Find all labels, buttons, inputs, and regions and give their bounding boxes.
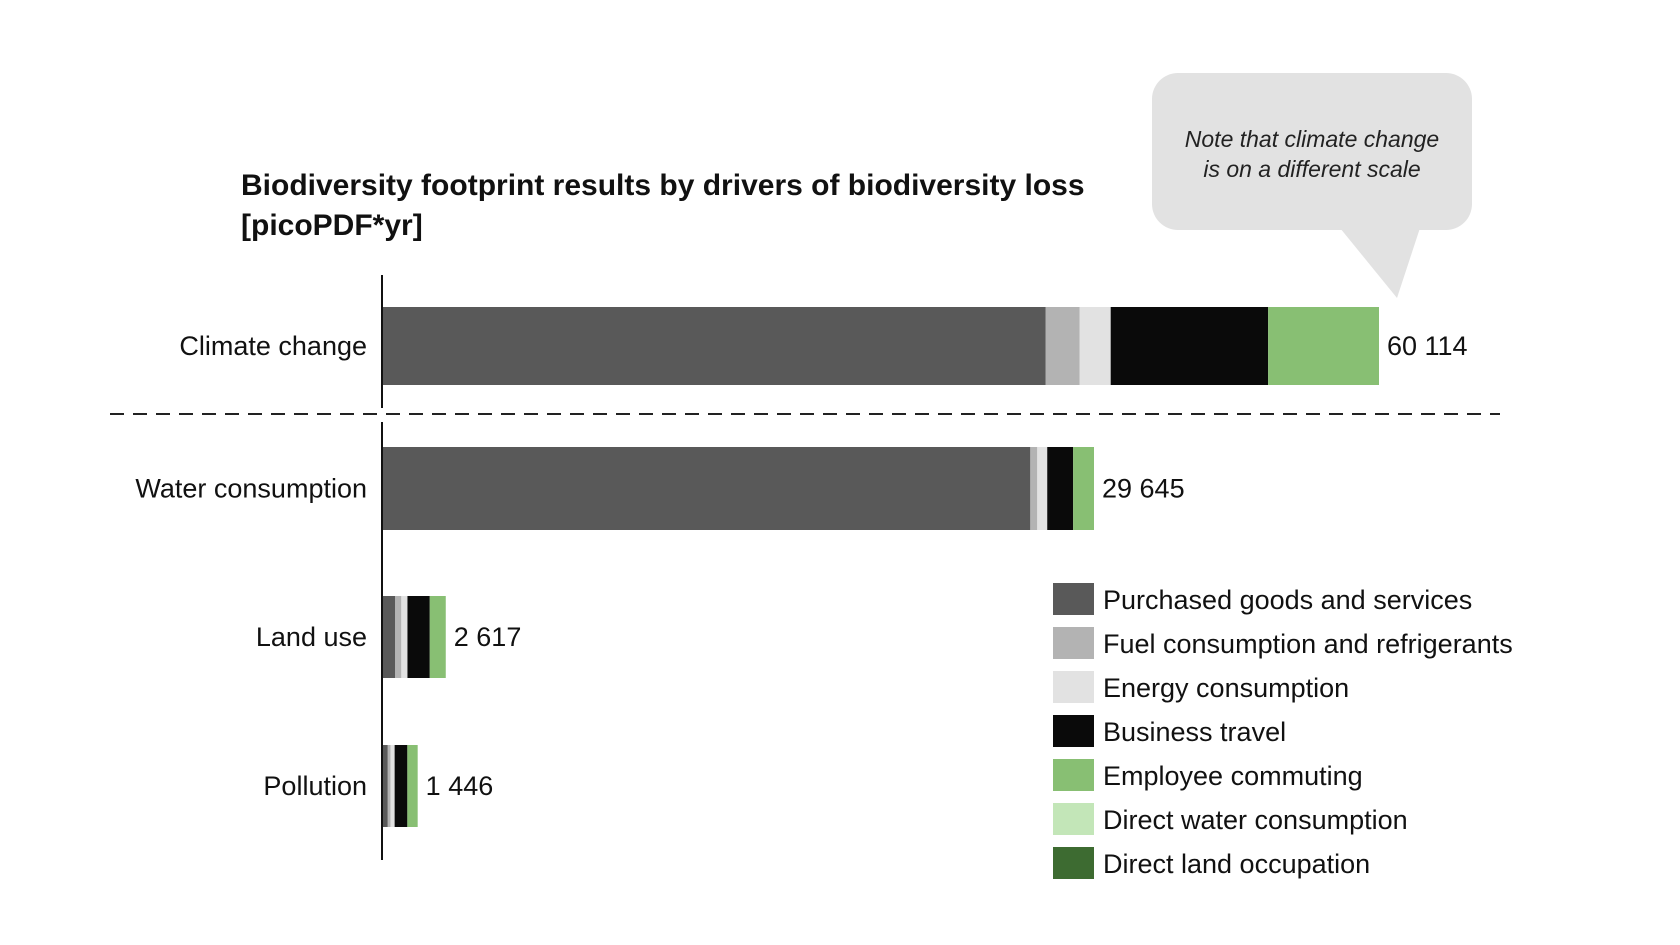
bar-segment-energy-consumption bbox=[1079, 307, 1111, 385]
category-label: Climate change bbox=[179, 331, 367, 361]
bar-segment-purchased-goods-and-services bbox=[383, 745, 388, 827]
callout-text-line2: is on a different scale bbox=[1203, 156, 1420, 182]
bar-segment-business-travel bbox=[407, 596, 430, 678]
total-label: 60 114 bbox=[1387, 331, 1468, 361]
bar-segment-purchased-goods-and-services bbox=[383, 447, 1031, 530]
legend-item: Energy consumption bbox=[1053, 671, 1349, 703]
legend-label: Purchased goods and services bbox=[1103, 585, 1472, 615]
bar-segment-fuel-consumption-and-refrigerants bbox=[395, 596, 402, 678]
legend-swatch bbox=[1053, 583, 1094, 615]
legend-swatch bbox=[1053, 715, 1094, 747]
note-callout: Note that climate change is on a differe… bbox=[1152, 73, 1472, 298]
legend: Purchased goods and services Fuel consump… bbox=[1053, 583, 1513, 879]
total-label: 1 446 bbox=[426, 771, 494, 801]
callout-text-line1: Note that climate change bbox=[1185, 126, 1439, 152]
legend-swatch bbox=[1053, 847, 1094, 879]
legend-swatch bbox=[1053, 671, 1094, 703]
category-label: Land use bbox=[256, 622, 367, 652]
chart-title: Biodiversity footprint results by driver… bbox=[241, 169, 1085, 202]
total-label: 29 645 bbox=[1102, 474, 1185, 504]
category-label: Water consumption bbox=[135, 474, 367, 504]
legend-item: Purchased goods and services bbox=[1053, 583, 1472, 615]
bar-segment-employee-commuting bbox=[1268, 307, 1379, 385]
callout-bubble bbox=[1152, 73, 1472, 230]
bar-segment-business-travel bbox=[394, 745, 408, 827]
legend-item: Direct land occupation bbox=[1053, 847, 1370, 879]
legend-item: Business travel bbox=[1053, 715, 1286, 747]
bar-segment-employee-commuting bbox=[429, 596, 446, 678]
category-label: Pollution bbox=[263, 771, 367, 801]
bar-group-land-use: Land use 2 617 bbox=[256, 596, 521, 678]
bar-segment-business-travel bbox=[1047, 447, 1074, 530]
legend-label: Fuel consumption and refrigerants bbox=[1103, 629, 1513, 659]
bar-segment-business-travel bbox=[1110, 307, 1269, 385]
legend-label: Direct water consumption bbox=[1103, 805, 1408, 835]
legend-label: Business travel bbox=[1103, 717, 1286, 747]
bars: Climate change 60 114 Water consumption 29 … bbox=[135, 307, 1468, 827]
legend-swatch bbox=[1053, 627, 1094, 659]
callout-tail bbox=[1340, 228, 1420, 298]
bar-group-water-consumption: Water consumption 29 645 bbox=[135, 447, 1185, 530]
total-label: 2 617 bbox=[454, 622, 522, 652]
legend-label: Direct land occupation bbox=[1103, 849, 1370, 879]
legend-item: Fuel consumption and refrigerants bbox=[1053, 627, 1513, 659]
bar-segment-energy-consumption bbox=[1037, 447, 1048, 530]
legend-label: Employee commuting bbox=[1103, 761, 1363, 791]
legend-swatch bbox=[1053, 759, 1094, 791]
bar-segment-employee-commuting bbox=[1073, 447, 1094, 530]
bar-segment-purchased-goods-and-services bbox=[383, 596, 396, 678]
bar-segment-fuel-consumption-and-refrigerants bbox=[387, 745, 391, 827]
bar-segment-energy-consumption bbox=[390, 745, 395, 827]
chart-title-unit: [picoPDF*yr] bbox=[241, 209, 423, 242]
bar-segment-employee-commuting bbox=[407, 745, 418, 827]
bar-segment-purchased-goods-and-services bbox=[383, 307, 1046, 385]
bar-segment-fuel-consumption-and-refrigerants bbox=[1045, 307, 1080, 385]
legend-item: Employee commuting bbox=[1053, 759, 1363, 791]
bar-group-pollution: Pollution 1 446 bbox=[263, 745, 493, 827]
legend-label: Energy consumption bbox=[1103, 673, 1349, 703]
legend-item: Direct water consumption bbox=[1053, 803, 1408, 835]
bar-group-climate-change: Climate change 60 114 bbox=[179, 307, 1468, 385]
bar-segment-energy-consumption bbox=[401, 596, 408, 678]
bar-segment-fuel-consumption-and-refrigerants bbox=[1030, 447, 1038, 530]
legend-swatch bbox=[1053, 803, 1094, 835]
